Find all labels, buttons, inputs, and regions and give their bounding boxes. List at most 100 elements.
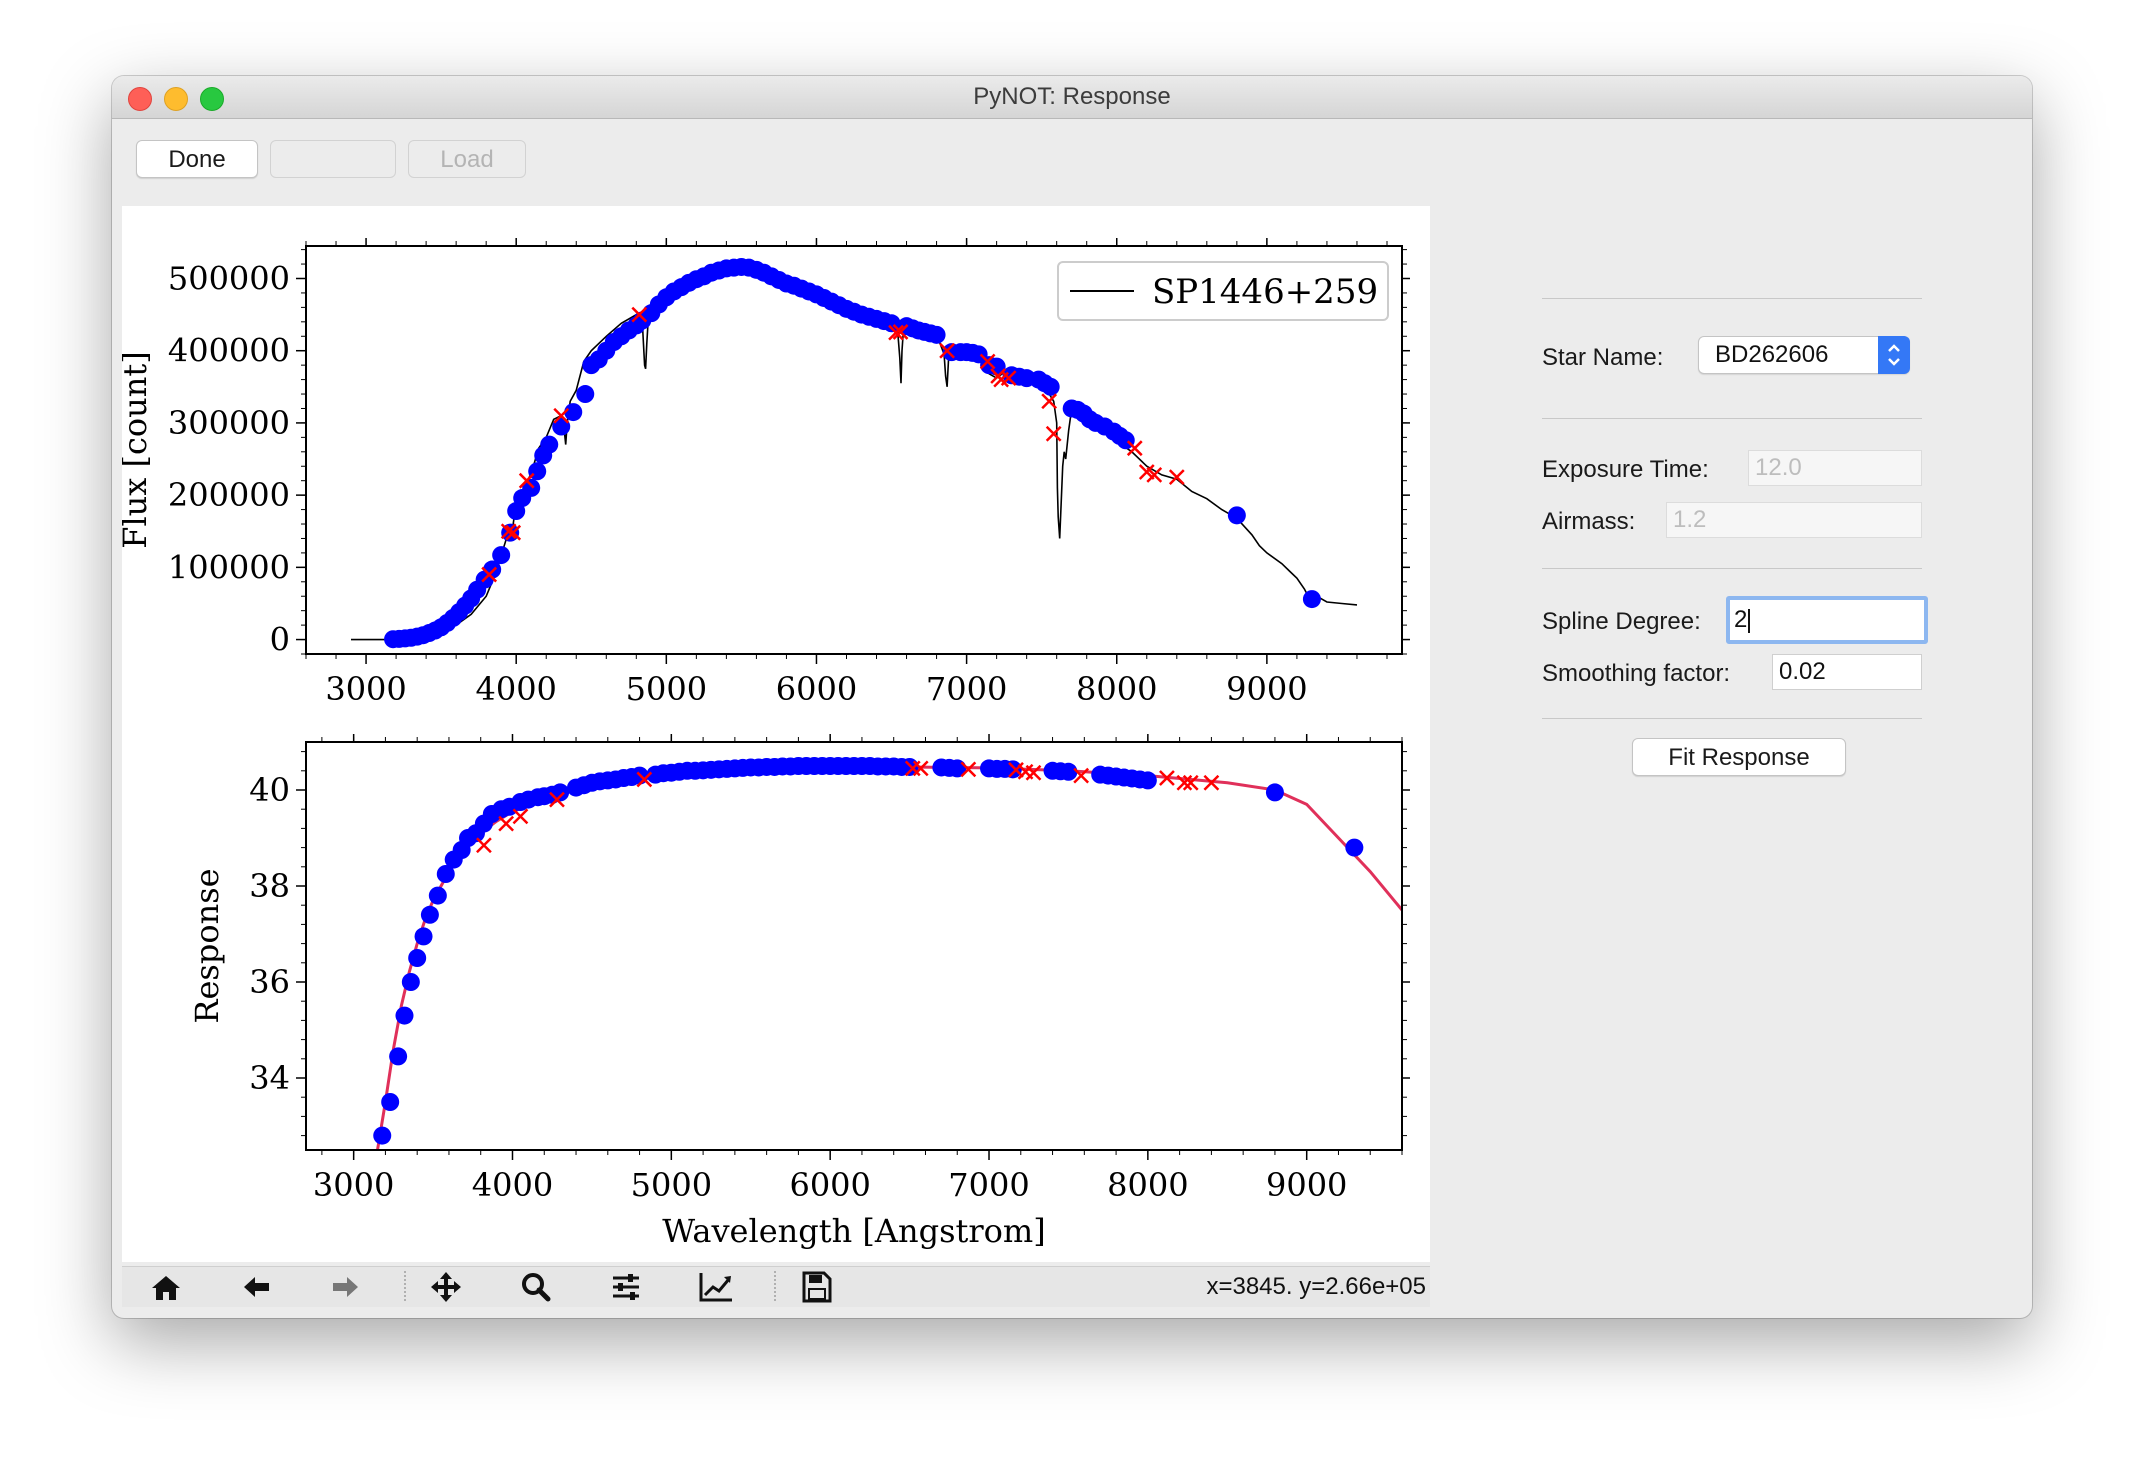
excluded-point	[939, 342, 955, 359]
data-point	[1059, 762, 1078, 781]
excluded-point	[553, 407, 570, 424]
x-tick-label: 5000	[631, 1166, 712, 1204]
zoom-icon[interactable]	[516, 1269, 556, 1305]
x-tick-label: 7000	[948, 1166, 1029, 1204]
excluded-point	[512, 808, 529, 825]
data-point	[420, 905, 439, 924]
data-point	[1041, 377, 1060, 396]
excluded-point	[892, 324, 909, 340]
back-arrow-icon[interactable]	[236, 1269, 276, 1305]
exposure-time-label: Exposure Time:	[1542, 456, 1709, 483]
y-tick-label: 36	[249, 963, 290, 1001]
divider	[1542, 718, 1922, 719]
excluded-point	[1126, 440, 1143, 457]
plot-navigation-toolbar: x=3845. y=2.66e+05	[122, 1266, 1430, 1307]
plot-canvas[interactable]: 3000 4000 5000 6000 7000 8000 9000 0 100000 20000…	[122, 206, 1430, 1262]
airmass-field: 1.2	[1666, 502, 1922, 538]
text-caret	[1748, 608, 1751, 633]
divider	[1542, 418, 1922, 419]
excluded-point	[912, 760, 929, 777]
smoothing-factor-label: Smoothing factor:	[1542, 660, 1731, 687]
excluded-point	[1168, 469, 1185, 485]
legend-label: SP1446+259	[1152, 272, 1378, 312]
data-point	[1227, 506, 1246, 525]
data-point	[522, 478, 541, 497]
y-tick-label: 38	[249, 867, 290, 905]
x-tick-label: 6000	[789, 1166, 870, 1204]
x-tick-label: 4000	[472, 1166, 553, 1204]
data-point	[551, 783, 570, 802]
data-point	[552, 417, 571, 436]
x-tick-label: 8000	[1076, 670, 1157, 708]
data-point	[540, 435, 559, 454]
spline-degree-field[interactable]: 2	[1726, 596, 1928, 644]
excluded-point	[505, 524, 522, 541]
data-point	[381, 1093, 400, 1111]
response-figure[interactable]: 3000 4000 5000 6000 7000 8000 9000 0 100000 20000…	[122, 206, 1430, 1262]
pan-icon[interactable]	[426, 1269, 466, 1305]
excluded-point	[1025, 764, 1042, 781]
x-tick-label: 9000	[1266, 1166, 1347, 1204]
excluded-point	[498, 815, 515, 832]
forward-arrow-icon[interactable]	[326, 1269, 366, 1305]
data-point	[1138, 771, 1157, 790]
close-window-button[interactable]	[128, 87, 152, 111]
excluded-point	[1045, 425, 1062, 442]
done-button[interactable]: Done	[136, 140, 258, 178]
window-title: PyNOT: Response	[973, 83, 1171, 110]
data-point	[436, 865, 455, 883]
data-point	[414, 927, 433, 946]
settings-panel: Star Name: BD262606 Exposure Time: 12.0 …	[1542, 206, 1942, 719]
excluded-point	[1159, 770, 1175, 786]
legend-box	[1057, 261, 1389, 321]
excluded-point	[476, 837, 492, 854]
y-tick-label: 0	[270, 621, 290, 659]
star-name-value: BD262606	[1715, 341, 1829, 368]
data-point	[401, 973, 420, 991]
home-icon[interactable]	[146, 1269, 186, 1305]
spline-degree-label: Spline Degree:	[1542, 608, 1701, 635]
exposure-time-field: 12.0	[1748, 450, 1922, 486]
excluded-point	[888, 324, 904, 341]
y-tick-label: 300000	[168, 404, 290, 442]
y-tick-label: 200000	[168, 476, 290, 514]
cursor-coordinates: x=3845. y=2.66e+05	[1206, 1273, 1426, 1300]
response-fit-line	[376, 765, 1402, 1150]
blank-button	[270, 140, 396, 178]
excluded-point	[1000, 370, 1017, 387]
airmass-label: Airmass:	[1542, 508, 1636, 535]
axes-frame	[305, 741, 1403, 1151]
excluded-point	[1073, 767, 1090, 784]
x-tick-label: 6000	[776, 670, 857, 708]
y-tick-label: 34	[249, 1059, 290, 1097]
excluded-point	[1146, 467, 1163, 483]
chevron-up-down-icon[interactable]	[1878, 336, 1910, 374]
data-point	[408, 949, 427, 967]
star-name-select[interactable]: BD262606	[1698, 336, 1910, 374]
excluded-point	[979, 353, 996, 370]
smoothing-factor-field[interactable]: 0.02	[1772, 654, 1922, 690]
data-point	[492, 546, 511, 565]
excluded-point	[481, 566, 498, 583]
edit-curve-icon[interactable]	[696, 1269, 736, 1305]
y-axis-label: Response	[188, 868, 226, 1023]
x-tick-label: 4000	[475, 670, 556, 708]
data-point	[395, 1006, 414, 1025]
fit-response-button[interactable]: Fit Response	[1632, 738, 1846, 776]
excluded-point	[549, 791, 565, 808]
subplots-icon[interactable]	[606, 1269, 646, 1305]
axes-frame	[305, 245, 1403, 655]
y-tick-label: 40	[249, 771, 290, 809]
maximize-window-button[interactable]	[200, 87, 224, 111]
title-bar: PyNOT: Response	[112, 76, 2032, 119]
data-point	[1265, 783, 1284, 802]
y-tick-label: 400000	[168, 332, 290, 370]
x-tick-label: 3000	[313, 1166, 394, 1204]
data-point	[1302, 590, 1321, 609]
data-point	[428, 886, 447, 905]
excluded-point	[1182, 774, 1199, 791]
x-axis-label: Wavelength [Angstrom]	[662, 1212, 1045, 1250]
data-point	[389, 1047, 408, 1066]
minimize-window-button[interactable]	[164, 87, 188, 111]
save-icon[interactable]	[796, 1269, 836, 1305]
